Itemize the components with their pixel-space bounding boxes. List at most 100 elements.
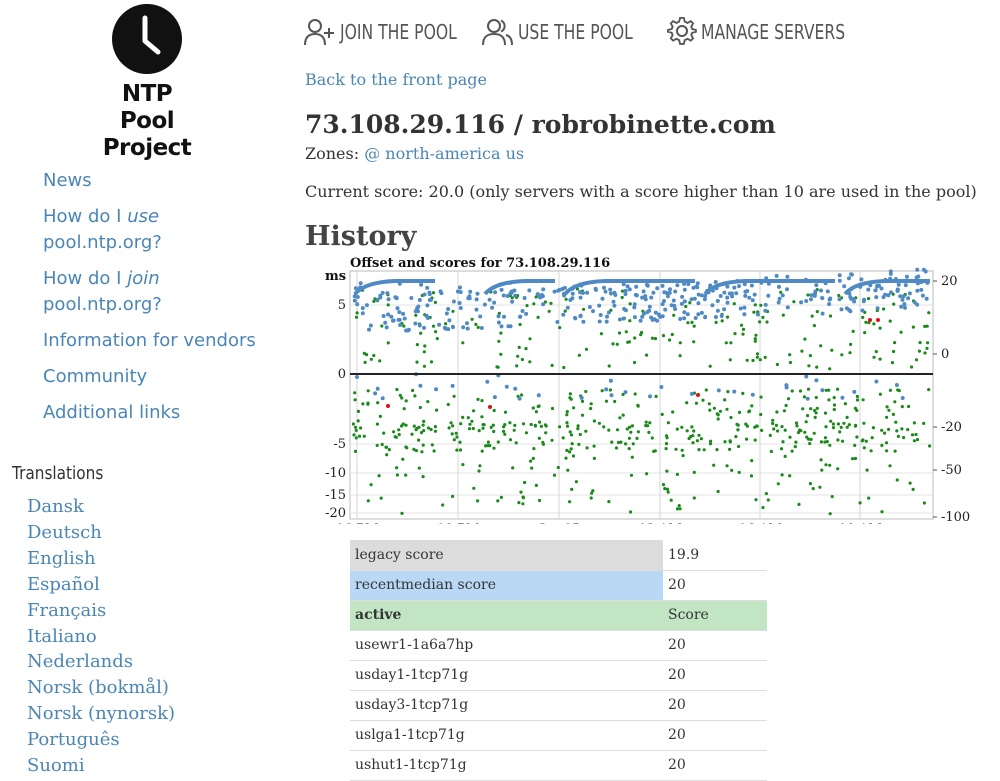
offset-point xyxy=(422,350,426,354)
offset-point xyxy=(568,430,572,434)
history-heading: History xyxy=(305,221,417,252)
offset-point xyxy=(761,506,765,510)
score-point xyxy=(394,295,399,300)
offset-point xyxy=(887,408,891,412)
score-point xyxy=(561,312,566,317)
lang-link[interactable]: Français xyxy=(27,599,107,621)
score-point xyxy=(713,315,718,319)
score-point xyxy=(682,299,687,304)
offset-point xyxy=(848,351,852,355)
offset-point xyxy=(739,323,744,327)
join-pool-link[interactable]: JOIN THE POOL xyxy=(304,18,490,46)
monitor-name: usday1-1tcp71g xyxy=(350,660,663,691)
score-point xyxy=(581,319,586,324)
zones-link[interactable]: @ north-america us xyxy=(364,144,525,163)
lang-link[interactable]: Deutsch xyxy=(27,521,102,543)
offset-point xyxy=(753,425,757,429)
offset-point xyxy=(753,303,757,307)
sidebar-item-join-pool[interactable]: How do I join pool.ntp.org? xyxy=(43,266,263,318)
lang-link[interactable]: Nederlands xyxy=(27,651,134,673)
offset-point xyxy=(429,360,434,364)
offset-point xyxy=(565,421,569,425)
offset-point xyxy=(829,419,833,423)
offset-point xyxy=(715,448,719,452)
score-point xyxy=(809,297,813,302)
lang-link[interactable]: English xyxy=(27,547,96,569)
offset-point xyxy=(769,449,773,454)
offset-point xyxy=(702,448,706,452)
offset-point xyxy=(653,449,657,453)
score-point xyxy=(814,283,819,288)
offset-point xyxy=(701,398,705,402)
score-point xyxy=(355,302,360,307)
offset-point xyxy=(572,406,576,410)
sidebar-item-use-pool[interactable]: How do I use pool.ntp.org? xyxy=(43,204,263,256)
score-point xyxy=(524,311,529,316)
offset-point xyxy=(894,420,898,424)
sidebar-item-additional-links[interactable]: Additional links xyxy=(43,402,181,423)
sidebar-item-vendors[interactable]: Information for vendors xyxy=(43,330,256,351)
offset-point xyxy=(608,388,612,392)
offset-point xyxy=(675,507,680,511)
offset-point xyxy=(419,431,424,435)
monitor-score: 20 xyxy=(663,690,767,721)
score-line xyxy=(563,279,695,296)
score-point xyxy=(467,296,472,301)
offset-point xyxy=(480,399,484,403)
lang-link[interactable]: Norsk (bokmål) xyxy=(27,677,169,699)
score-point xyxy=(820,296,825,301)
offset-point xyxy=(400,511,404,515)
score-point xyxy=(417,323,422,328)
error-point xyxy=(876,318,880,322)
offset-point xyxy=(800,349,804,353)
offset-point xyxy=(812,431,816,435)
score-point xyxy=(425,285,430,290)
offset-point xyxy=(888,319,892,323)
lang-link[interactable]: Español xyxy=(27,573,100,595)
offset-point xyxy=(451,309,455,313)
offset-point xyxy=(763,355,767,359)
sidebar-item-community[interactable]: Community xyxy=(43,366,148,387)
lang-link[interactable]: Dansk xyxy=(27,496,84,517)
lang-link[interactable]: Italiano xyxy=(27,625,97,647)
lang-link[interactable]: Norsk (nynorsk) xyxy=(27,703,176,725)
lang-link[interactable]: Suomi xyxy=(27,755,85,777)
offset-point xyxy=(910,365,914,369)
offset-point xyxy=(842,421,846,425)
offset-point xyxy=(759,303,763,307)
offset-point xyxy=(780,425,784,429)
offset-point xyxy=(784,403,788,408)
score-point xyxy=(513,293,518,298)
offset-point xyxy=(415,343,419,347)
offset-point xyxy=(880,428,884,432)
offset-point xyxy=(745,437,749,441)
score-point xyxy=(634,284,639,289)
offset-point xyxy=(840,353,844,357)
sidebar-item-news[interactable]: News xyxy=(43,170,92,191)
offset-point xyxy=(628,425,632,429)
offset-point xyxy=(735,422,739,426)
lang-link[interactable]: Português xyxy=(27,729,120,751)
score-point xyxy=(837,278,842,283)
offset-point xyxy=(811,487,815,491)
offset-point xyxy=(751,358,755,363)
manage-servers-link[interactable]: MANAGE SERVERS xyxy=(667,17,886,47)
score-point xyxy=(699,310,704,315)
offset-point xyxy=(775,410,779,414)
offset-point xyxy=(419,331,423,335)
offset-point xyxy=(563,309,567,313)
offset-point xyxy=(906,428,910,432)
score-point xyxy=(597,319,602,324)
offset-point xyxy=(604,399,609,403)
offset-point xyxy=(872,355,876,359)
score-point xyxy=(413,321,418,326)
score-point xyxy=(479,326,484,330)
use-pool-link[interactable]: USE THE POOL xyxy=(481,18,665,46)
back-to-front-link[interactable]: Back to the front page xyxy=(305,70,487,89)
offset-point xyxy=(716,413,720,417)
offset-point xyxy=(828,512,832,516)
score-point xyxy=(900,297,905,302)
offset-point xyxy=(786,397,791,401)
offset-point xyxy=(537,498,542,503)
site-logo[interactable]: NTP Pool Project xyxy=(92,4,202,162)
